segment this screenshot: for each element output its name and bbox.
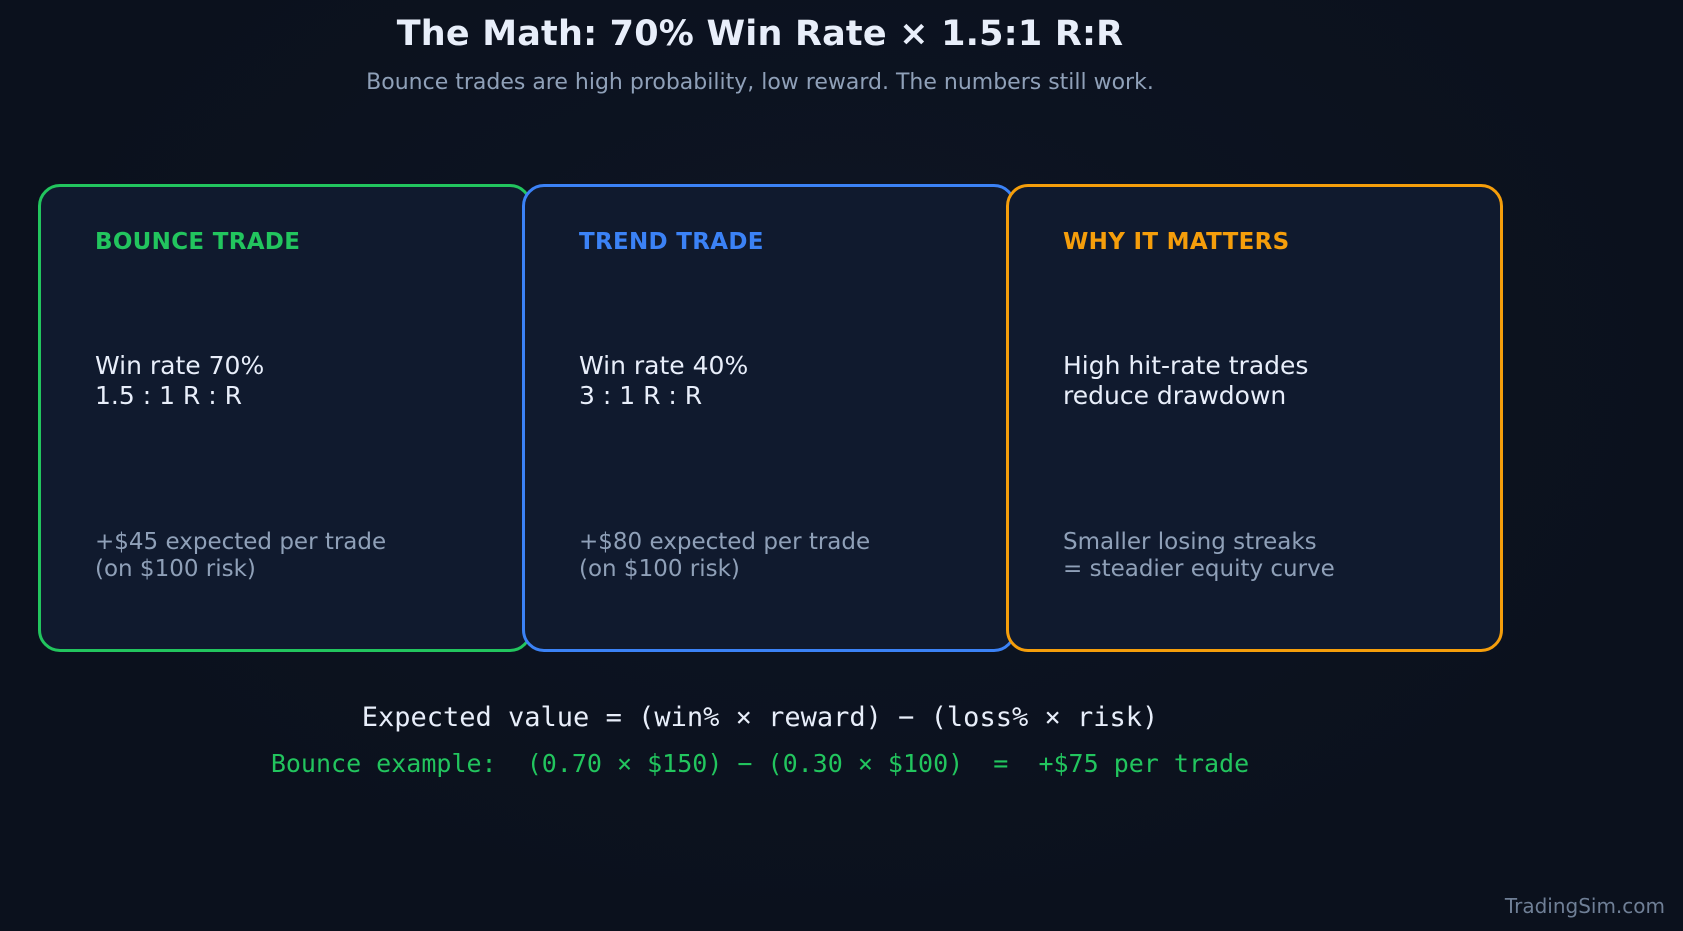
win-rate: Win rate 70% [95, 351, 265, 380]
watermark: TradingSim.com [1504, 894, 1665, 918]
risk-basis: (on $100 risk) [95, 556, 256, 582]
card-why-it-matters: WHY IT MATTERS High hit-rate trades redu… [1006, 184, 1503, 652]
card-bounce-trade: BOUNCE TRADE Win rate 70% 1.5 : 1 R : R … [38, 184, 532, 652]
card-main-text: Win rate 70% 1.5 : 1 R : R [95, 351, 264, 411]
expected-value-formula: Expected value = (win% × reward) − (loss… [361, 702, 1159, 733]
card-main-text: Win rate 40% 3 : 1 R : R [579, 351, 748, 411]
main-line-2: reduce drawdown [1063, 381, 1287, 410]
page-title: The Math: 70% Win Rate × 1.5:1 R:R [396, 14, 1124, 54]
win-rate: Win rate 40% [579, 351, 749, 380]
page-subtitle: Bounce trades are high probability, low … [366, 70, 1154, 95]
card-main-text: High hit-rate trades reduce drawdown [1063, 351, 1308, 411]
main-line-1: High hit-rate trades [1063, 351, 1309, 380]
note-line-2: = steadier equity curve [1063, 556, 1335, 582]
risk-reward: 1.5 : 1 R : R [95, 381, 242, 410]
expected-value: +$45 expected per trade [95, 529, 387, 555]
card-heading: BOUNCE TRADE [95, 229, 301, 255]
note-line-1: Smaller losing streaks [1063, 529, 1317, 555]
card-note: +$45 expected per trade (on $100 risk) [95, 529, 386, 583]
card-trend-trade: TREND TRADE Win rate 40% 3 : 1 R : R +$8… [522, 184, 1016, 652]
risk-reward: 3 : 1 R : R [579, 381, 703, 410]
risk-basis: (on $100 risk) [579, 556, 740, 582]
bounce-example-calculation: Bounce example: (0.70 × $150) − (0.30 × … [270, 749, 1250, 778]
card-note: Smaller losing streaks = steadier equity… [1063, 529, 1335, 583]
card-heading: WHY IT MATTERS [1063, 229, 1290, 255]
card-note: +$80 expected per trade (on $100 risk) [579, 529, 870, 583]
card-heading: TREND TRADE [579, 229, 764, 255]
expected-value: +$80 expected per trade [579, 529, 871, 555]
